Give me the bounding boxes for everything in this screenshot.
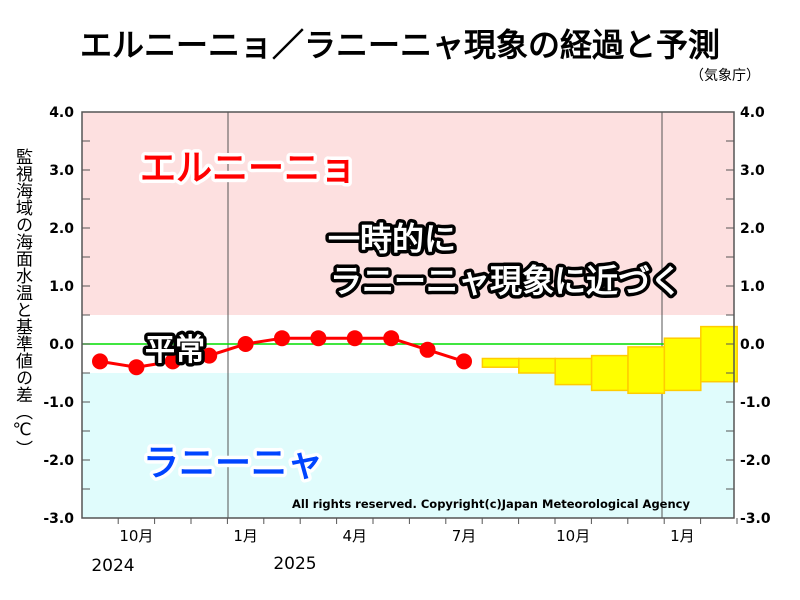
y-tick-left: -2.0 (43, 453, 74, 469)
annotation-line2: ラニーニャ現象に近づく (330, 262, 682, 300)
x-tick-label: 4月 (343, 527, 368, 545)
observed-point-2024-11 (164, 353, 181, 370)
y-tick-right: 0.0 (740, 337, 765, 353)
year-label: 2024 (91, 556, 134, 576)
y-tick-right: -1.0 (740, 395, 771, 411)
y-axis-label: 監視海域の海面水温と基準値の差（℃） (12, 148, 33, 457)
y-tick-left: -1.0 (43, 395, 74, 411)
forecast-box-2025-10 (554, 357, 593, 386)
observed-point-2024-10 (128, 359, 145, 376)
el-nino-label: エルニーニョ (140, 148, 356, 189)
y-tick-left: 0.0 (49, 337, 74, 353)
x-tick-label: 1月 (233, 527, 258, 545)
y-tick-left: 1.0 (49, 279, 74, 295)
x-tick-label: 10月 (119, 527, 153, 545)
forecast-box-2025-11 (590, 354, 629, 392)
observed-point-2025-05 (383, 330, 400, 347)
observed-point-2025-03 (310, 330, 327, 347)
normal-label: 平常 (145, 333, 205, 368)
annotation-line1: 一時的に (328, 220, 456, 258)
la-nina-band (82, 373, 734, 518)
forecast-box-2025-12 (627, 346, 666, 395)
year-label: 2025 (273, 554, 316, 574)
forecast-box-2025-08 (481, 357, 520, 368)
y-tick-right: 1.0 (740, 279, 765, 295)
observed-point-2025-04 (346, 330, 363, 347)
y-tick-left: -3.0 (43, 511, 74, 527)
forecast-box-2025-09 (518, 357, 556, 374)
y-tick-left: 3.0 (49, 163, 74, 179)
y-tick-right: 3.0 (740, 163, 765, 179)
x-tick-label: 7月 (452, 527, 477, 545)
observed-point-2025-07 (456, 353, 472, 370)
el-nino-band (82, 112, 734, 315)
y-tick-right: -3.0 (740, 511, 771, 527)
y-tick-right: 2.0 (740, 221, 765, 237)
x-tick-label: 10月 (556, 527, 590, 545)
observed-point-2025-01 (237, 336, 254, 352)
y-tick-left: 4.0 (49, 105, 74, 121)
y-tick-right: -2.0 (740, 453, 771, 469)
y-tick-right: 4.0 (740, 105, 765, 121)
x-tick-label: 1月 (670, 527, 695, 545)
observed-point-2025-02 (274, 330, 290, 347)
chart-title: エルニーニョ／ラニーニャ現象の経過と予測 (80, 26, 720, 64)
copyright-text: All rights reserved. Copyright(c)Japan M… (292, 497, 690, 511)
y-tick-left: 2.0 (49, 221, 74, 237)
observed-point-2025-06 (419, 341, 436, 358)
observed-point-2024-09 (92, 353, 108, 370)
forecast-box-2026-01 (663, 337, 702, 392)
observed-point-2024-12 (201, 347, 218, 364)
source-label: （気象庁） (690, 68, 760, 84)
la-nina-label: ラニーニャ (143, 443, 323, 484)
